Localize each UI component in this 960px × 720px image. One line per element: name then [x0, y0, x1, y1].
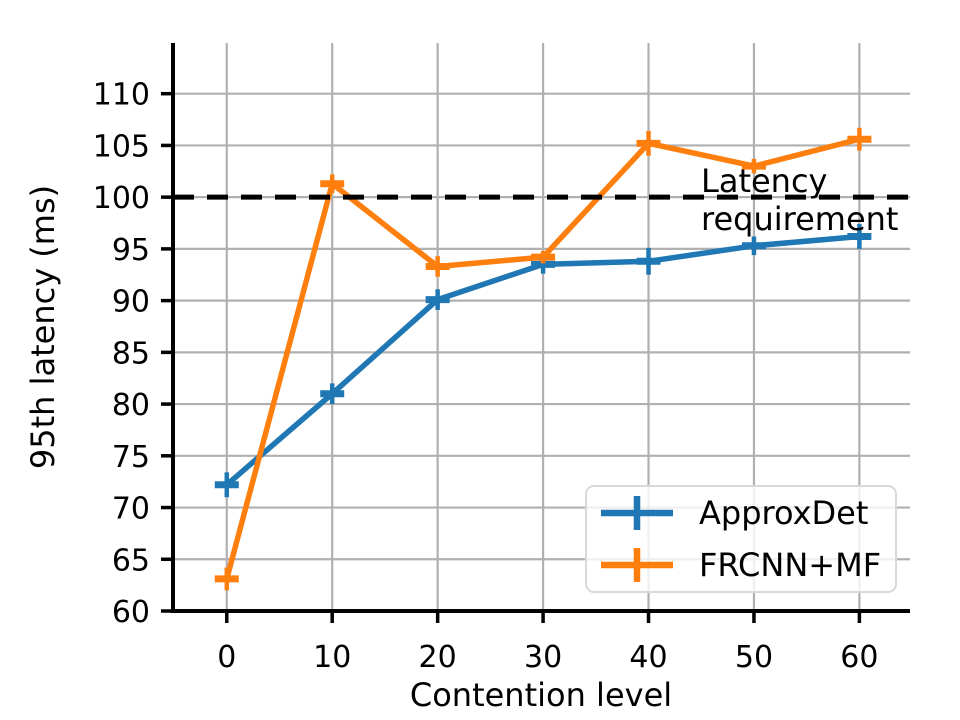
x-ticks: 0 10 20 30 40 50 60: [217, 611, 878, 675]
approxdet-errorbar-icon: [601, 496, 673, 530]
legend-label-frcnn-mf: FRCNN+MF: [699, 546, 882, 584]
legend-entry-frcnn-mf: FRCNN+MF: [587, 539, 895, 591]
x-axis-label: Contention level: [409, 676, 673, 714]
svg-text:65: 65: [112, 543, 150, 578]
series-ApproxDet: [214, 224, 872, 498]
svg-text:0: 0: [217, 640, 236, 675]
frcnn-mf-errorbar-icon: [601, 548, 673, 582]
latency-requirement-label-line2: requirement: [701, 200, 899, 238]
legend-label-approxdet: ApproxDet: [699, 494, 869, 532]
svg-text:70: 70: [112, 492, 150, 527]
y-ticks: 60 65 70 75 80 85 90 95 100 105 110: [93, 78, 173, 630]
svg-text:90: 90: [112, 285, 150, 320]
svg-text:60: 60: [840, 640, 878, 675]
svg-text:40: 40: [629, 640, 667, 675]
svg-text:105: 105: [93, 129, 150, 164]
legend: ApproxDet FRCNN+MF: [585, 485, 897, 593]
svg-text:30: 30: [524, 640, 562, 675]
y-axis-label: 95th latency (ms): [24, 184, 62, 470]
svg-text:110: 110: [93, 78, 150, 113]
svg-text:95: 95: [112, 233, 150, 268]
svg-text:75: 75: [112, 440, 150, 475]
svg-text:85: 85: [112, 336, 150, 371]
svg-text:50: 50: [735, 640, 773, 675]
svg-text:10: 10: [313, 640, 351, 675]
series-FRCNN+MF: [214, 127, 872, 591]
svg-text:100: 100: [93, 181, 150, 216]
svg-text:60: 60: [112, 595, 150, 630]
legend-entry-approxdet: ApproxDet: [587, 487, 895, 539]
axes-spines: [171, 43, 910, 613]
svg-text:20: 20: [419, 640, 457, 675]
svg-text:80: 80: [112, 388, 150, 423]
grid-layer: [173, 43, 910, 613]
latency-requirement-label-line1: Latency: [701, 162, 828, 200]
